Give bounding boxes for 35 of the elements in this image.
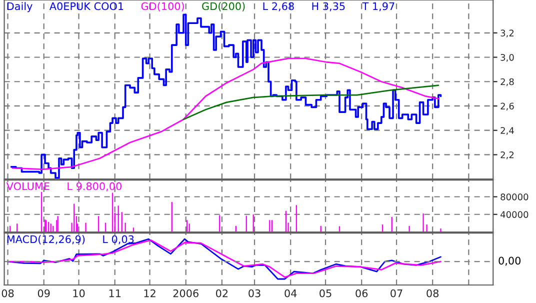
y-tick-label: 2,8 bbox=[500, 78, 514, 86]
y-tick-label: 2,6 bbox=[500, 102, 514, 110]
text: A0EPUK COO1 bbox=[49, 2, 124, 10]
x-tick-label: 07 bbox=[390, 289, 402, 298]
x-tick-label: 09 bbox=[38, 289, 50, 298]
y-tick-label: 3,0 bbox=[500, 54, 514, 62]
line-series bbox=[182, 84, 440, 120]
series-label: MACD(12,26,9) bbox=[7, 235, 85, 244]
y-tick-label: 2,2 bbox=[500, 151, 514, 160]
annotation: T 1,97 bbox=[362, 2, 394, 12]
x-tick-label: 02 bbox=[216, 289, 228, 298]
x-tick-label: 06 bbox=[356, 289, 368, 298]
x-tick-label: 03 bbox=[248, 289, 260, 298]
text: GD(100) bbox=[141, 2, 184, 12]
line-series bbox=[12, 58, 440, 170]
y-tick-label: 80000 bbox=[500, 193, 528, 200]
x-tick-label: 04 bbox=[284, 289, 297, 298]
annotation: H 3,35 bbox=[312, 2, 345, 12]
y-tick-label: 2,4 bbox=[500, 127, 514, 135]
x-tick-label: 12 bbox=[144, 289, 156, 298]
x-tick-label: 08 bbox=[426, 289, 439, 298]
text: GD(200) bbox=[202, 2, 245, 12]
x-tick-label: 10 bbox=[73, 289, 85, 298]
series-label: VOLUME bbox=[6, 182, 50, 190]
x-tick-label: 2006 bbox=[173, 289, 198, 298]
annotation: L 2,68 bbox=[263, 2, 294, 12]
annotation: L 9.800,00 bbox=[68, 182, 122, 192]
x-tick-label: 05 bbox=[320, 289, 332, 298]
annotation: L 0,03 bbox=[103, 235, 134, 244]
ref-line-label: 0,00 bbox=[498, 256, 521, 266]
x-tick-label: 08 bbox=[2, 289, 14, 298]
y-tick-label: 40000 bbox=[500, 211, 528, 218]
y-tick-label: 3,2 bbox=[500, 30, 514, 38]
x-tick-label: 11 bbox=[109, 289, 121, 298]
chart-title: Daily bbox=[7, 2, 32, 12]
